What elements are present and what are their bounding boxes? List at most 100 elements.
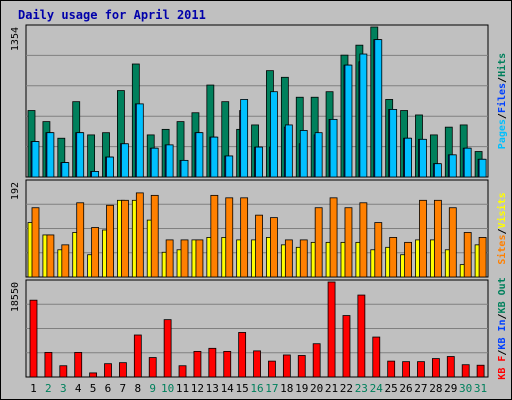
bar-sites-2 bbox=[46, 234, 55, 278]
bar-sites-1 bbox=[31, 207, 40, 278]
bar-sites-10 bbox=[165, 239, 174, 278]
x-tick-label-6: 6 bbox=[105, 382, 112, 395]
bar-sites-20 bbox=[314, 207, 323, 278]
x-tick-label-7: 7 bbox=[120, 382, 127, 395]
bar-pages-31 bbox=[478, 158, 487, 178]
bar-kbf-12 bbox=[193, 350, 202, 378]
bar-kbf-23 bbox=[357, 294, 366, 378]
bar-pages-2 bbox=[46, 132, 55, 178]
bar-pages-22 bbox=[344, 64, 353, 178]
bar-sites-25 bbox=[389, 237, 398, 278]
legend-bottom: KB F/KB In/KB Out bbox=[497, 277, 508, 379]
x-tick-label-12: 12 bbox=[191, 382, 204, 395]
bar-pages-21 bbox=[329, 118, 338, 178]
bar-pages-20 bbox=[314, 132, 323, 178]
ymax-label-bottom: 18550 bbox=[10, 282, 21, 312]
legend-top-part-2: Files bbox=[496, 83, 508, 113]
x-tick-label-17: 17 bbox=[265, 382, 278, 395]
x-tick-label-16: 16 bbox=[250, 382, 263, 395]
bar-kbf-19 bbox=[297, 355, 306, 378]
bar-kbf-2 bbox=[44, 352, 53, 378]
bar-pages-11 bbox=[180, 159, 189, 178]
bar-pages-27 bbox=[419, 138, 427, 178]
bar-kbf-5 bbox=[89, 372, 98, 378]
bar-sites-3 bbox=[61, 244, 70, 278]
legend-bottom-part-3: / bbox=[497, 313, 508, 319]
bar-kbf-4 bbox=[74, 352, 83, 378]
x-tick-label-9: 9 bbox=[149, 382, 156, 395]
bar-kbf-27 bbox=[417, 361, 425, 378]
bar-kbf-10 bbox=[163, 319, 172, 378]
bar-pages-12 bbox=[195, 132, 204, 178]
bar-pages-1 bbox=[31, 141, 40, 178]
x-tick-label-22: 22 bbox=[340, 382, 353, 395]
bar-sites-17 bbox=[270, 217, 278, 278]
bar-sites-7 bbox=[121, 199, 129, 278]
bar-pages-8 bbox=[135, 103, 144, 178]
bar-pages-13 bbox=[210, 136, 219, 178]
bar-sites-19 bbox=[299, 239, 308, 278]
bar-kbf-21 bbox=[327, 281, 336, 378]
x-tick-label-10: 10 bbox=[161, 382, 174, 395]
bar-sites-11 bbox=[180, 239, 189, 278]
legend-top: Pages/Files/Hits bbox=[496, 53, 508, 149]
x-tick-label-27: 27 bbox=[414, 382, 427, 395]
chart-title: Daily usage for April 2011 bbox=[18, 8, 206, 22]
legend-top-part-1: / bbox=[497, 113, 508, 119]
legend-bottom-part-2: KB In bbox=[497, 319, 508, 349]
bar-pages-30 bbox=[463, 147, 472, 178]
bar-pages-26 bbox=[404, 137, 412, 178]
bar-sites-14 bbox=[225, 197, 234, 278]
bar-kbf-20 bbox=[312, 343, 321, 378]
bar-sites-4 bbox=[76, 202, 85, 278]
bar-pages-19 bbox=[299, 130, 308, 178]
bar-sites-30 bbox=[463, 232, 472, 278]
bar-kbf-22 bbox=[342, 315, 351, 378]
legend-bottom-part-1: / bbox=[497, 350, 508, 356]
bar-kbf-14 bbox=[223, 350, 232, 378]
bar-sites-18 bbox=[284, 239, 293, 278]
bar-pages-28 bbox=[433, 163, 442, 178]
bar-pages-7 bbox=[121, 143, 129, 178]
x-tick-label-25: 25 bbox=[385, 382, 398, 395]
x-tick-label-20: 20 bbox=[310, 382, 323, 395]
bar-sites-13 bbox=[210, 194, 219, 278]
bar-sites-24 bbox=[374, 222, 383, 278]
bar-kbf-9 bbox=[148, 357, 157, 378]
bar-kbf-13 bbox=[208, 347, 217, 378]
bar-sites-22 bbox=[344, 207, 353, 278]
bar-pages-9 bbox=[150, 147, 159, 178]
bar-kbf-25 bbox=[387, 360, 396, 378]
bar-sites-27 bbox=[419, 199, 427, 278]
bar-kbf-3 bbox=[59, 365, 68, 378]
bar-sites-21 bbox=[329, 197, 338, 278]
bar-sites-26 bbox=[404, 241, 412, 278]
bar-pages-6 bbox=[106, 156, 114, 178]
legend-top-part-0: Pages bbox=[497, 119, 508, 149]
x-tick-label-4: 4 bbox=[75, 382, 82, 395]
bar-kbf-28 bbox=[431, 358, 440, 378]
x-tick-label-29: 29 bbox=[444, 382, 457, 395]
legend-middle: Sites/Visits bbox=[496, 192, 508, 264]
bar-pages-14 bbox=[225, 155, 234, 178]
x-tick-label-2: 2 bbox=[45, 382, 52, 395]
legend-bottom-part-0: KB F bbox=[497, 356, 508, 380]
bar-kbf-26 bbox=[402, 361, 410, 378]
x-tick-label-8: 8 bbox=[134, 382, 141, 395]
x-tick-label-1: 1 bbox=[30, 382, 37, 395]
bar-pages-25 bbox=[389, 109, 398, 178]
bar-sites-8 bbox=[135, 192, 144, 278]
bar-sites-12 bbox=[195, 239, 204, 278]
bar-sites-9 bbox=[150, 194, 159, 278]
bar-sites-23 bbox=[359, 202, 368, 278]
legend-top-part-3: / bbox=[497, 77, 508, 83]
bar-kbf-11 bbox=[178, 365, 187, 378]
bar-kbf-24 bbox=[372, 336, 381, 378]
bar-pages-3 bbox=[61, 162, 70, 178]
bar-kbf-31 bbox=[476, 364, 485, 378]
bar-kbf-1 bbox=[29, 299, 38, 378]
x-tick-label-14: 14 bbox=[221, 382, 235, 395]
legend-top-part-4: Hits bbox=[496, 53, 508, 77]
bar-pages-23 bbox=[359, 53, 368, 178]
